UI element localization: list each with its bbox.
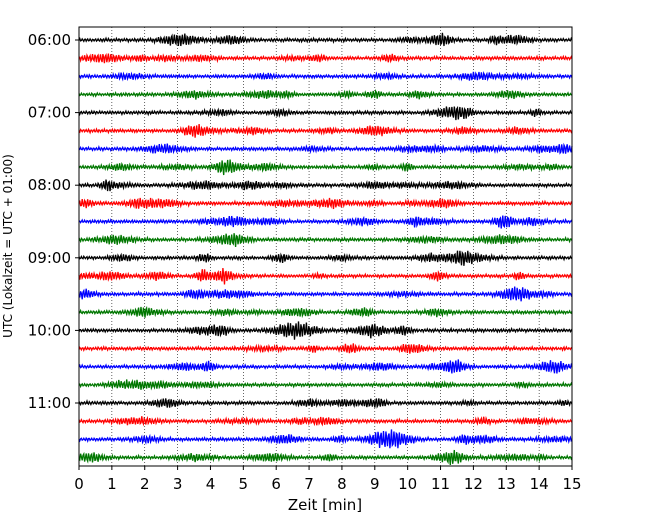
x-tick-label: 12: [464, 475, 483, 493]
trace-row-0800: [78, 179, 573, 192]
x-tick-label: 11: [431, 475, 450, 493]
x-tick-label: 2: [140, 475, 150, 493]
trace-row-0715: [78, 124, 573, 138]
trace-row-0945: [78, 305, 573, 319]
x-tick-label: 7: [304, 475, 314, 493]
trace-row-0930: [78, 286, 573, 302]
plot-frame: [78, 26, 573, 467]
y-tick-label: 08:00: [28, 176, 71, 194]
grid-lines: [111, 27, 540, 466]
trace-row-0815: [78, 197, 573, 210]
trace-row-0615: [78, 52, 573, 64]
trace-row-0845: [78, 233, 573, 247]
y-axis-ticks: 06:00 07:00 08:00 09:00 10:00 11:00: [28, 31, 79, 412]
x-tick-label: 15: [562, 475, 581, 493]
trace-row-1045: [78, 378, 573, 391]
x-tick-label: 14: [530, 475, 549, 493]
y-tick-label: 10:00: [28, 321, 71, 339]
trace-row-1115: [78, 415, 573, 427]
x-tick-label: 10: [398, 475, 417, 493]
trace-row-1000: [78, 321, 573, 340]
x-axis-label: Zeit [min]: [288, 496, 362, 514]
trace-group: [78, 32, 573, 465]
trace-row-1145: [78, 449, 573, 465]
trace-row-1130: [78, 429, 573, 449]
x-tick-label: 4: [206, 475, 216, 493]
x-tick-label: 0: [74, 475, 84, 493]
trace-row-1030: [78, 359, 573, 374]
trace-row-0915: [78, 268, 573, 285]
x-tick-label: 9: [370, 475, 380, 493]
trace-row-0700: [78, 105, 572, 121]
x-tick-label: 3: [173, 475, 183, 493]
y-tick-label: 11:00: [28, 394, 71, 412]
trace-row-0630: [78, 70, 573, 82]
trace-row-0600: [78, 32, 573, 47]
trace-row-0730: [78, 142, 573, 155]
y-axis-label: UTC (Lokalzeit = UTC + 01:00): [1, 154, 15, 338]
y-tick-label: 09:00: [28, 249, 71, 267]
x-tick-label: 13: [497, 475, 516, 493]
x-tick-label: 5: [239, 475, 249, 493]
x-tick-label: 1: [107, 475, 117, 493]
trace-row-0830: [78, 215, 573, 229]
y-tick-label: 07:00: [28, 104, 71, 122]
y-tick-label: 06:00: [28, 31, 71, 49]
x-tick-label: 6: [271, 475, 281, 493]
x-axis-ticks: 0 1 2 3 4 5 6 7 8 9 10 11 12 13 14 15: [74, 466, 582, 493]
trace-row-1100: [78, 397, 573, 409]
trace-row-0745: [78, 159, 573, 176]
x-tick-label: 8: [337, 475, 347, 493]
trace-row-0645: [78, 88, 573, 101]
trace-row-1015: [78, 343, 573, 354]
trace-row-0900: [78, 250, 573, 266]
plot-background: [79, 27, 572, 466]
